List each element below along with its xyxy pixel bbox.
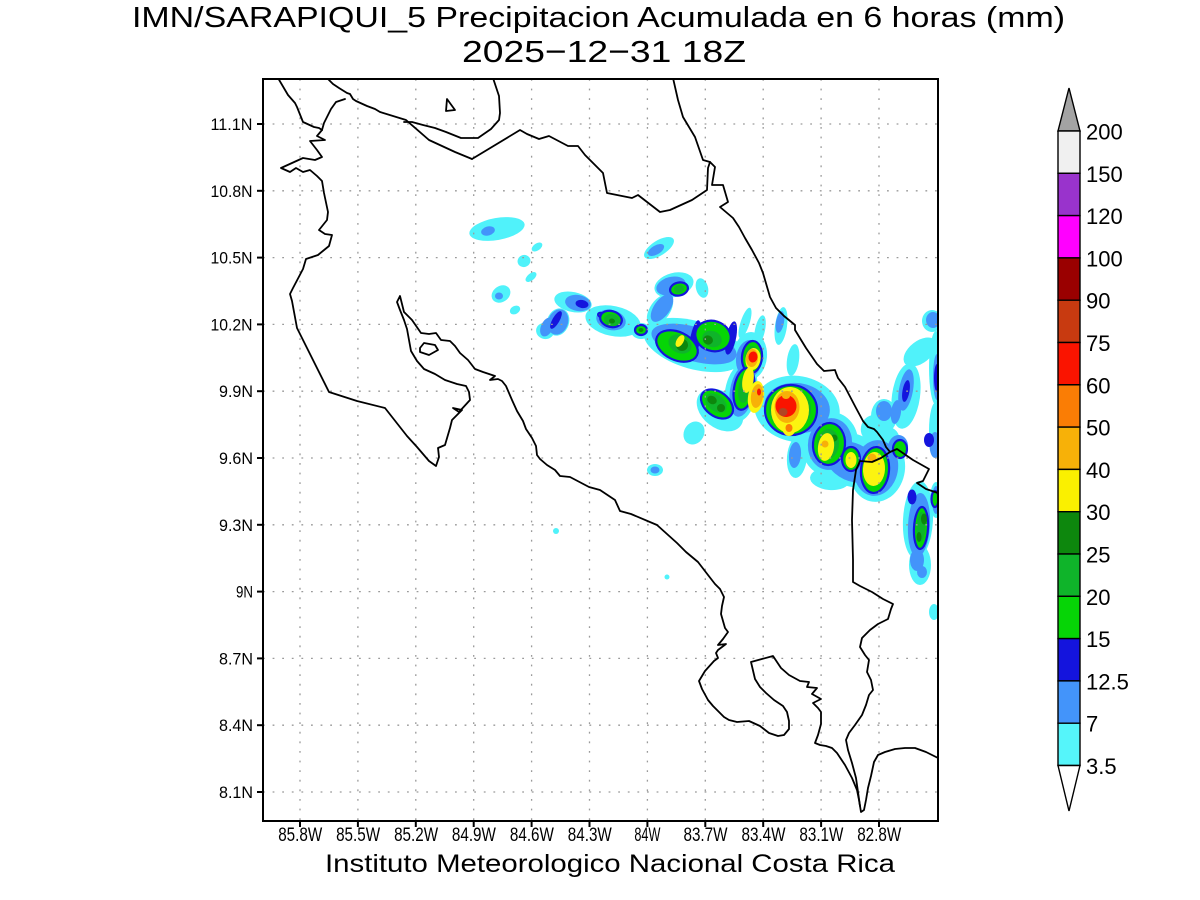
svg-text:10.2N: 10.2N [211, 315, 253, 334]
svg-text:84.6W: 84.6W [510, 825, 554, 846]
svg-text:Instituto Meteorologico Nacion: Instituto Meteorologico Nacional Costa R… [325, 850, 895, 878]
svg-text:30: 30 [1086, 500, 1110, 525]
svg-text:85.5W: 85.5W [336, 825, 380, 846]
svg-text:3.5: 3.5 [1086, 754, 1117, 779]
svg-text:40: 40 [1086, 458, 1110, 483]
svg-text:15: 15 [1086, 627, 1110, 652]
svg-text:20: 20 [1086, 585, 1110, 610]
svg-text:2025−12−31 18Z: 2025−12−31 18Z [462, 34, 746, 69]
svg-text:12.5: 12.5 [1086, 669, 1129, 694]
svg-text:60: 60 [1086, 373, 1110, 398]
svg-text:9.3N: 9.3N [219, 516, 253, 535]
svg-text:120: 120 [1086, 204, 1123, 229]
svg-text:85.2W: 85.2W [394, 825, 438, 846]
svg-text:9.9N: 9.9N [219, 382, 253, 401]
svg-text:8.7N: 8.7N [219, 649, 253, 668]
svg-text:25: 25 [1086, 543, 1110, 568]
svg-text:50: 50 [1086, 416, 1110, 441]
svg-text:75: 75 [1086, 331, 1110, 356]
svg-text:200: 200 [1086, 120, 1123, 145]
svg-text:83.4W: 83.4W [742, 825, 786, 846]
svg-text:7: 7 [1086, 712, 1098, 737]
svg-text:10.5N: 10.5N [211, 249, 253, 268]
svg-text:8.1N: 8.1N [219, 783, 253, 802]
svg-text:9.6N: 9.6N [219, 449, 253, 468]
svg-text:8.4N: 8.4N [219, 716, 253, 735]
svg-text:10.8N: 10.8N [211, 182, 253, 201]
svg-text:84W: 84W [634, 825, 660, 846]
svg-text:85.8W: 85.8W [278, 825, 322, 846]
svg-text:83.7W: 83.7W [684, 825, 728, 846]
svg-text:100: 100 [1086, 246, 1123, 271]
svg-text:83.1W: 83.1W [799, 825, 843, 846]
svg-text:9N: 9N [236, 583, 253, 602]
svg-text:82.8W: 82.8W [857, 825, 901, 846]
svg-text:84.3W: 84.3W [568, 825, 612, 846]
svg-text:150: 150 [1086, 162, 1123, 187]
svg-text:11.1N: 11.1N [211, 115, 253, 134]
svg-text:IMN/SARAPIQUI_5 Precipitacion: IMN/SARAPIQUI_5 Precipitacion Acumulada … [132, 2, 1065, 34]
svg-text:84.9W: 84.9W [452, 825, 496, 846]
svg-text:90: 90 [1086, 289, 1110, 314]
